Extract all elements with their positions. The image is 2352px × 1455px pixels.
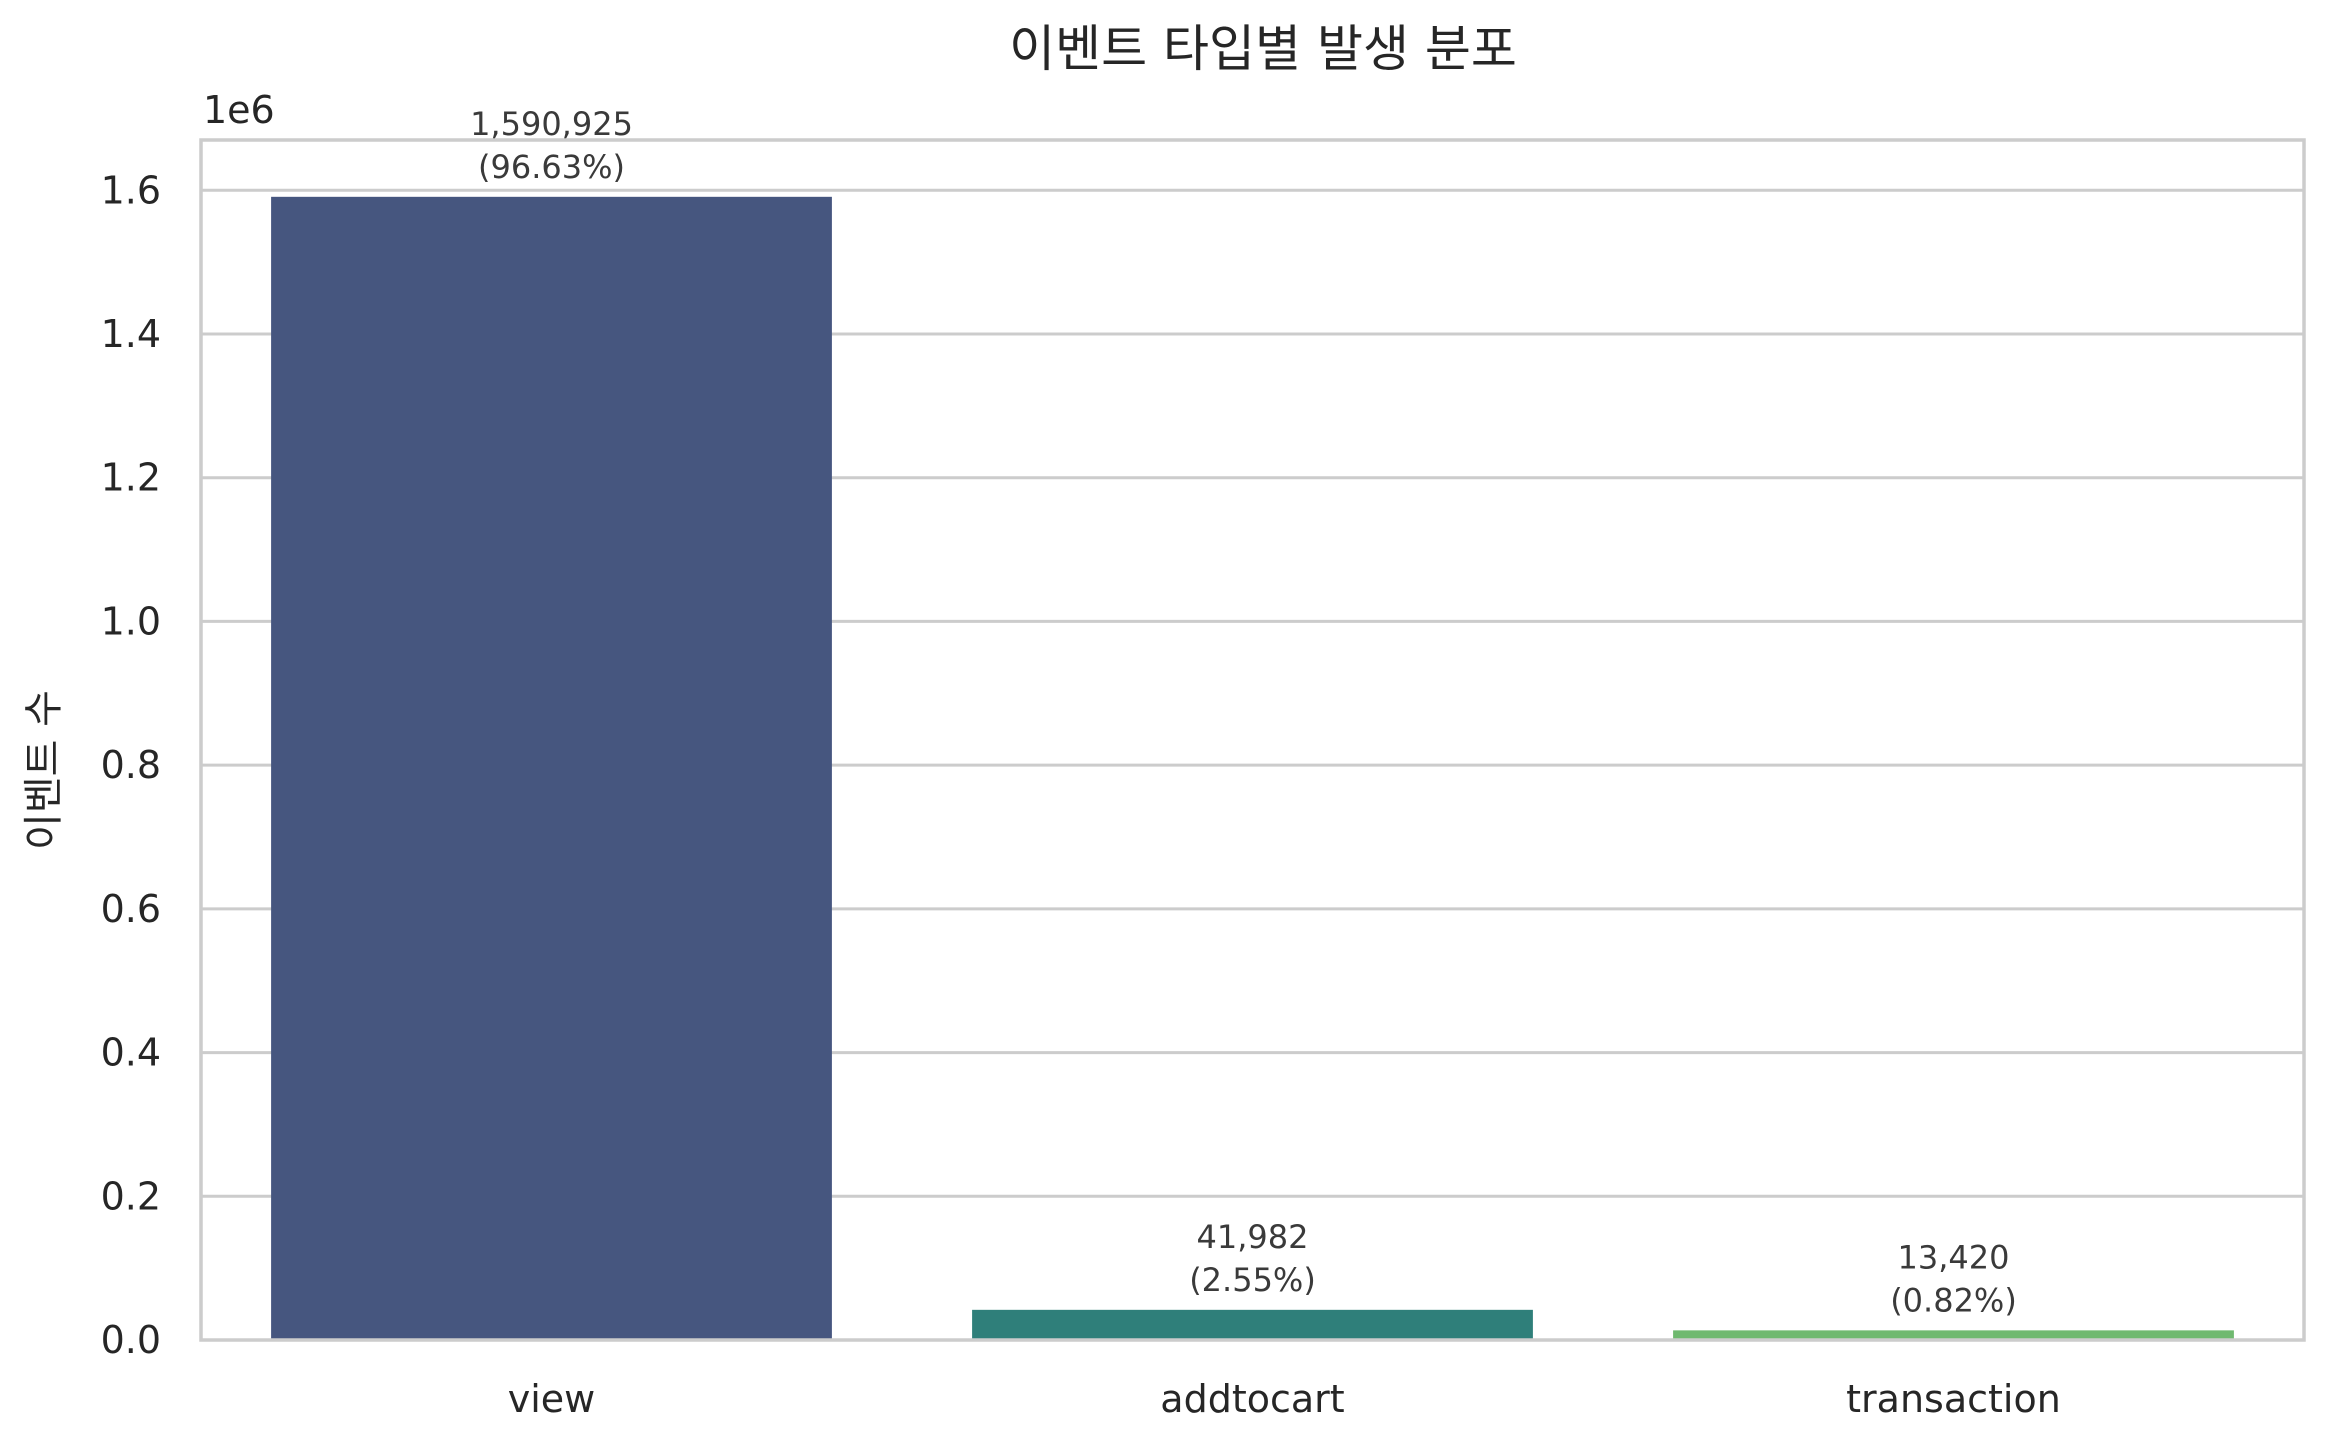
data-label-count: 13,420 xyxy=(1898,1238,2010,1276)
data-label-count: 1,590,925 xyxy=(470,105,633,143)
y-tick-label: 0.2 xyxy=(101,1174,161,1218)
x-axis-ticks: view addtocart transaction xyxy=(508,1377,2061,1421)
y-axis-offset-label: 1e6 xyxy=(203,88,275,132)
y-axis-ticks: 0.0 0.2 0.4 0.6 0.8 1.0 1.2 1.4 1.6 xyxy=(101,168,161,1362)
y-tick-label: 0.6 xyxy=(101,887,161,931)
data-label-percent: (0.82%) xyxy=(1890,1281,2017,1319)
x-tick-label: addtocart xyxy=(1160,1377,1344,1421)
y-tick-label: 1.2 xyxy=(101,456,161,500)
data-label-percent: (96.63%) xyxy=(478,148,625,186)
y-tick-label: 0.8 xyxy=(101,743,161,787)
bar-addtocart xyxy=(972,1309,1533,1340)
data-label-count: 41,982 xyxy=(1197,1218,1309,1256)
y-tick-label: 1.6 xyxy=(101,168,161,212)
bar-transaction xyxy=(1673,1330,2234,1340)
y-tick-label: 1.0 xyxy=(101,599,161,643)
x-tick-label: view xyxy=(508,1377,596,1421)
y-axis-label: 이벤트 수 xyxy=(21,690,67,850)
plot-frame xyxy=(199,138,2306,1342)
bars xyxy=(271,196,2234,1341)
data-labels: 1,590,925 (96.63%) 41,982 (2.55%) 13,420 (0.8… xyxy=(470,105,2017,1320)
x-tick-label: transaction xyxy=(1846,1377,2061,1421)
chart-title: 이벤트 타입별 발생 분포 xyxy=(1009,20,1517,78)
y-tick-label: 1.4 xyxy=(101,312,161,356)
y-tick-label: 0.0 xyxy=(101,1318,161,1362)
bar-view xyxy=(271,196,832,1341)
data-label-percent: (2.55%) xyxy=(1189,1261,1316,1299)
y-tick-label: 0.4 xyxy=(101,1031,161,1075)
